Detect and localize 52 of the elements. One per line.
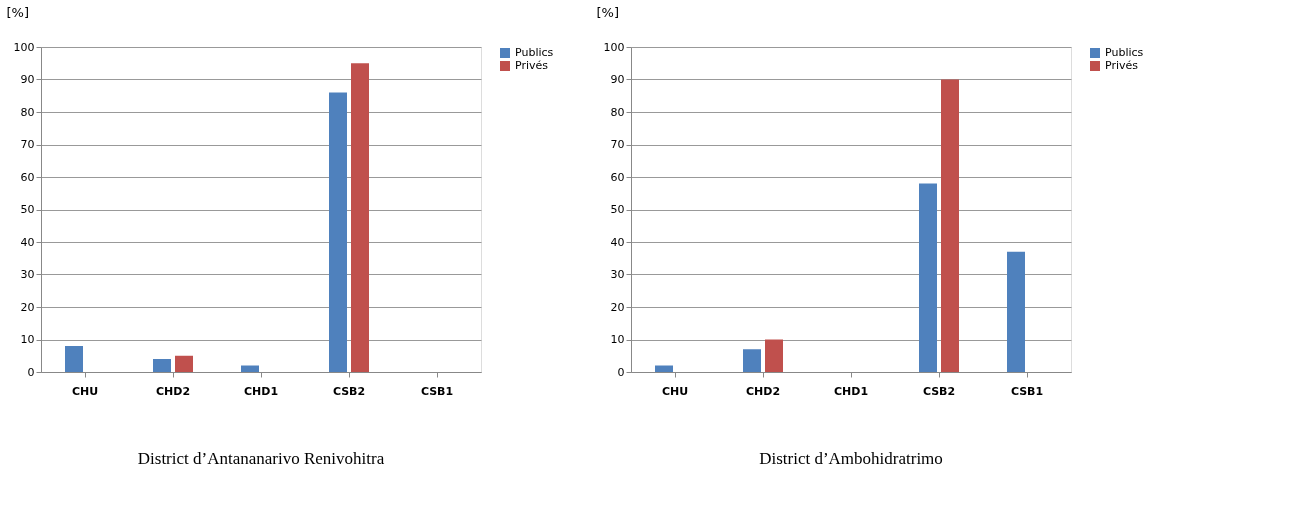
- text: District d’Ambohidratrimo: [759, 449, 943, 468]
- bar: [743, 349, 761, 372]
- bar: [919, 183, 937, 372]
- y-tick-label: 100: [603, 40, 625, 54]
- legend-label: Publics: [515, 46, 554, 59]
- legend-label: Privés: [515, 59, 549, 72]
- y-tick-label: 0: [617, 365, 625, 379]
- y-tick-label: 90: [20, 73, 35, 86]
- bar: [655, 365, 673, 372]
- y-tick-label: 70: [610, 138, 625, 151]
- x-tick-label: CHD2: [745, 384, 781, 398]
- x-tick-label: CSB1: [1010, 384, 1044, 398]
- bar: [65, 346, 83, 372]
- text: District d’Antananarivo Renivohitra: [137, 449, 385, 468]
- y-tick-label: 80: [20, 105, 35, 119]
- x-tick-label: CHD1: [243, 384, 279, 398]
- y-tick-label: 50: [20, 203, 35, 216]
- bar: [241, 365, 259, 372]
- x-tick-label: CSB2: [922, 384, 956, 398]
- y-tick-label: 40: [610, 235, 625, 249]
- y-tick-label: 20: [20, 300, 35, 314]
- bar: [153, 359, 171, 372]
- y-axis-title: [%]: [6, 4, 29, 20]
- x-tick-label: CHD2: [155, 384, 191, 398]
- x-tick-label: CHU: [661, 384, 689, 398]
- legend-label: Publics: [1105, 46, 1144, 59]
- y-tick-label: 50: [610, 203, 625, 216]
- y-tick-label: 10: [610, 333, 625, 346]
- bar: [765, 339, 783, 372]
- y-tick-label: 30: [20, 268, 35, 281]
- y-tick-label: 100: [13, 40, 35, 54]
- y-tick-label: 60: [610, 170, 625, 184]
- y-tick-label: 20: [610, 300, 625, 314]
- y-tick-label: 90: [610, 73, 625, 86]
- y-tick-label: 80: [610, 105, 625, 119]
- x-tick-label: CSB2: [332, 384, 366, 398]
- x-tick-label: CHD1: [833, 384, 869, 398]
- legend-label: Privés: [1105, 59, 1139, 72]
- y-tick-label: 60: [20, 170, 35, 184]
- y-tick-label: 30: [610, 268, 625, 281]
- bar: [1007, 251, 1025, 372]
- x-tick-label: CSB1: [420, 384, 454, 398]
- bar: [351, 63, 369, 372]
- y-tick-label: 70: [20, 138, 35, 151]
- bar: [941, 79, 959, 372]
- bar: [175, 355, 193, 372]
- y-axis-title: [%]: [596, 4, 619, 20]
- y-tick-label: 10: [20, 333, 35, 346]
- x-tick-label: CHU: [71, 384, 99, 398]
- bar: [329, 92, 347, 372]
- y-tick-label: 40: [20, 235, 35, 249]
- y-tick-label: 0: [27, 365, 35, 379]
